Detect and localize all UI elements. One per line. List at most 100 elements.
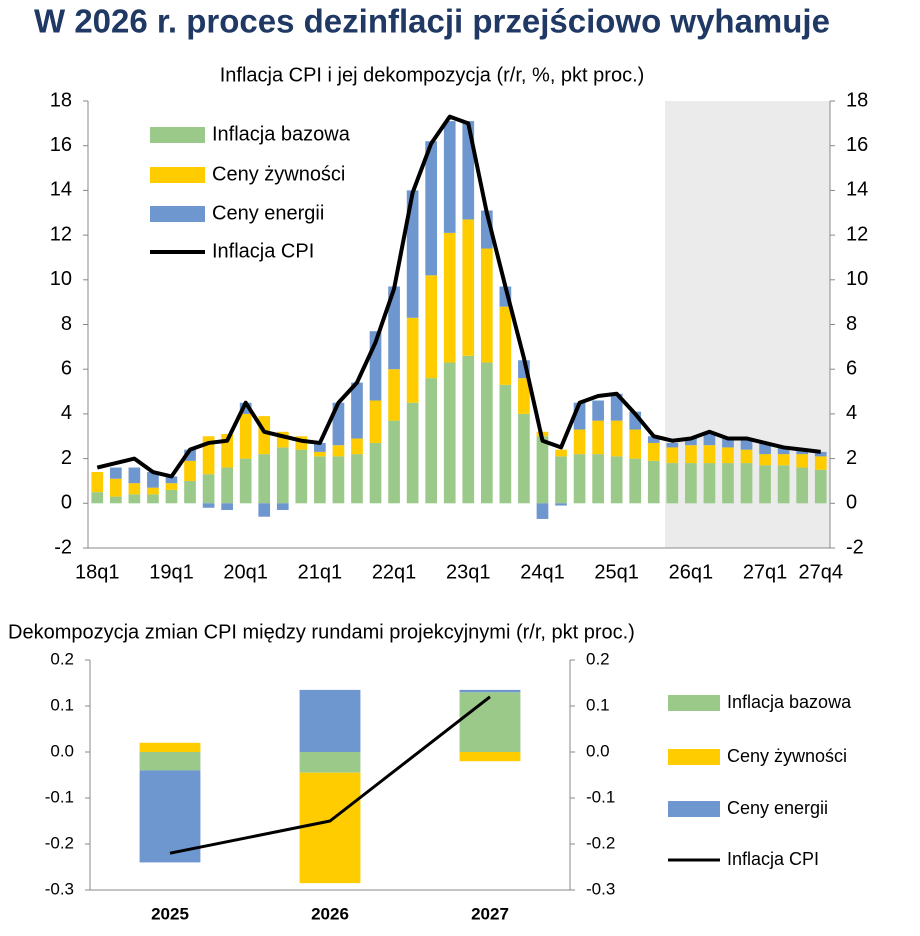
y2-tick-label: 18: [846, 89, 868, 111]
bar: [91, 492, 104, 504]
x-tick-label: 21q1: [298, 561, 343, 583]
bar: [796, 467, 809, 504]
y-tick-label: 6: [61, 357, 72, 379]
legend-swatch: [150, 167, 205, 183]
bar: [165, 489, 178, 504]
bar: [536, 436, 549, 504]
y2-tick-label: -0.3: [586, 879, 615, 898]
bar: [536, 503, 549, 519]
bar: [462, 219, 475, 356]
bar: [184, 480, 196, 504]
bar: [165, 483, 178, 490]
bar: [629, 411, 642, 430]
legend-label: Ceny żywności: [212, 163, 345, 185]
bar: [814, 456, 827, 470]
bar: [239, 458, 252, 504]
y2-tick-label: 14: [846, 179, 868, 201]
bar: [647, 442, 660, 461]
legend-swatch: [668, 695, 720, 711]
bar: [685, 438, 697, 446]
y-tick-label: 0.0: [50, 741, 74, 760]
y-tick-label: 8: [61, 313, 72, 335]
x-tick-label: 25q1: [594, 561, 639, 583]
y2-tick-label: 16: [846, 134, 868, 156]
legend-swatch: [150, 127, 205, 143]
bar: [165, 476, 178, 484]
bar: [499, 306, 512, 385]
bar: [139, 752, 201, 771]
bar: [128, 467, 141, 484]
y2-tick-label: 0.1: [586, 695, 610, 714]
y-tick-label: -0.1: [45, 787, 74, 806]
bar: [722, 438, 734, 448]
y-tick-label: 14: [50, 179, 72, 201]
x-tick-label: 18q1: [75, 561, 120, 583]
bar: [443, 232, 456, 363]
bar: [332, 456, 345, 504]
bar: [109, 467, 122, 479]
bar: [139, 742, 201, 752]
x-tick-label: 27q4: [798, 561, 843, 583]
bar: [666, 447, 679, 464]
chart-title: Inflacja CPI i jej dekompozycja (r/r, %,…: [220, 64, 645, 86]
bar: [128, 483, 141, 495]
y-tick-label: 10: [50, 268, 72, 290]
y-tick-label: 16: [50, 134, 72, 156]
bar: [109, 496, 122, 504]
bar: [351, 454, 363, 504]
bar: [499, 286, 512, 307]
bar: [703, 463, 716, 504]
bar: [443, 121, 456, 233]
bar: [221, 467, 233, 504]
bar: [462, 121, 475, 220]
x-tick-label: 2026: [311, 904, 349, 923]
y2-tick-label: 0: [846, 492, 857, 514]
y2-tick-label: 0.0: [586, 741, 610, 760]
bar: [406, 402, 419, 504]
bar: [443, 362, 456, 504]
bar: [184, 449, 196, 461]
bar: [314, 442, 326, 452]
bar: [629, 429, 642, 459]
bar: [666, 442, 679, 448]
bar: [221, 503, 233, 511]
bar: [777, 454, 790, 466]
bar: [459, 752, 521, 762]
x-tick-label: 22q1: [372, 561, 417, 583]
bar: [555, 449, 567, 457]
bar: [406, 190, 419, 318]
bar: [610, 456, 623, 504]
bar: [295, 449, 308, 504]
bar: [147, 472, 159, 488]
bar: [388, 286, 400, 370]
x-tick-label: 2025: [151, 904, 189, 923]
y-tick-label: 0.2: [50, 649, 74, 668]
bar: [276, 431, 289, 448]
legend-label: Inflacja bazowa: [727, 692, 852, 712]
bar: [459, 692, 521, 752]
bar: [147, 494, 159, 504]
bar: [369, 400, 382, 443]
bar: [759, 442, 771, 455]
bar: [147, 487, 159, 495]
bar: [128, 494, 141, 504]
legend-label: Inflacja bazowa: [212, 123, 351, 145]
x-tick-label: 20q1: [223, 561, 268, 583]
bar: [425, 141, 438, 276]
bar: [592, 454, 604, 504]
bar: [796, 449, 809, 455]
bar: [610, 393, 623, 421]
bar: [592, 420, 604, 455]
bar: [759, 454, 771, 466]
bar: [814, 451, 827, 457]
y2-tick-label: 4: [846, 402, 857, 424]
bar: [777, 447, 790, 455]
bar: [139, 770, 201, 863]
y2-tick-label: -0.2: [586, 833, 615, 852]
bar: [740, 463, 753, 504]
bar: [592, 400, 604, 421]
bar: [184, 460, 196, 481]
y2-tick-label: 10: [846, 268, 868, 290]
page-title: W 2026 r. proces dezinflacji przejściowo…: [34, 3, 830, 40]
bar: [276, 503, 289, 511]
